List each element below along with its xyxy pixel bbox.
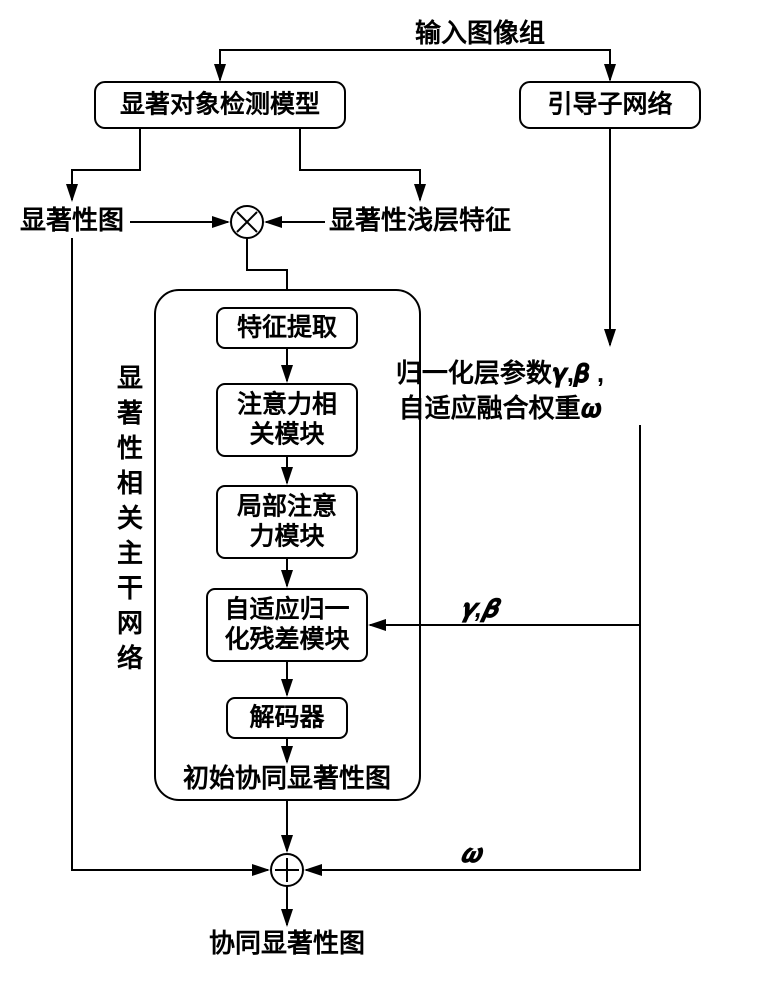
dec-label: 解码器 bbox=[249, 704, 325, 732]
svg-text:络: 络 bbox=[117, 643, 143, 673]
smap-label: 显著性图 bbox=[20, 205, 124, 235]
attn-l2: 关模块 bbox=[249, 420, 324, 449]
local-l1: 局部注意 bbox=[237, 492, 337, 521]
edge-sod-smap bbox=[72, 128, 140, 200]
edge-sod-sfeat bbox=[300, 128, 420, 200]
attn-l1: 注意力相 bbox=[237, 390, 337, 419]
local-l2: 力模块 bbox=[249, 522, 324, 551]
params-l2: 自适应融合权重𝝎 bbox=[399, 393, 602, 423]
gamma-beta-label: 𝜸,𝜷 bbox=[460, 593, 502, 623]
omega-label: 𝝎 bbox=[460, 838, 484, 868]
sfeat-label: 显著性浅层特征 bbox=[329, 205, 511, 235]
sod-label: 显著对象检测模型 bbox=[120, 90, 320, 119]
norm-l2: 化残差模块 bbox=[224, 625, 349, 654]
init-label: 初始协同显著性图 bbox=[183, 763, 391, 793]
svg-text:相: 相 bbox=[117, 468, 143, 498]
cosal-label: 协同显著性图 bbox=[209, 928, 365, 958]
backbone-vertical-label: 显 著 性 相 关 主 干 网 络 bbox=[116, 363, 143, 673]
edge-input-guide bbox=[400, 50, 610, 80]
svg-text:性: 性 bbox=[117, 433, 143, 463]
guide-label: 引导子网络 bbox=[547, 90, 672, 119]
svg-text:网: 网 bbox=[117, 608, 143, 638]
norm-l1: 自适应归一 bbox=[224, 595, 349, 624]
svg-text:干: 干 bbox=[117, 573, 143, 603]
edge-input-sod bbox=[220, 50, 400, 80]
svg-text:主: 主 bbox=[117, 538, 143, 568]
svg-text:著: 著 bbox=[116, 398, 143, 428]
params-l1: 归一化层参数𝜸,𝜷 , bbox=[396, 358, 604, 388]
feat-label: 特征提取 bbox=[237, 313, 337, 342]
svg-text:显: 显 bbox=[117, 363, 143, 393]
svg-text:关: 关 bbox=[117, 503, 143, 533]
input-label: 输入图像组 bbox=[415, 18, 545, 48]
